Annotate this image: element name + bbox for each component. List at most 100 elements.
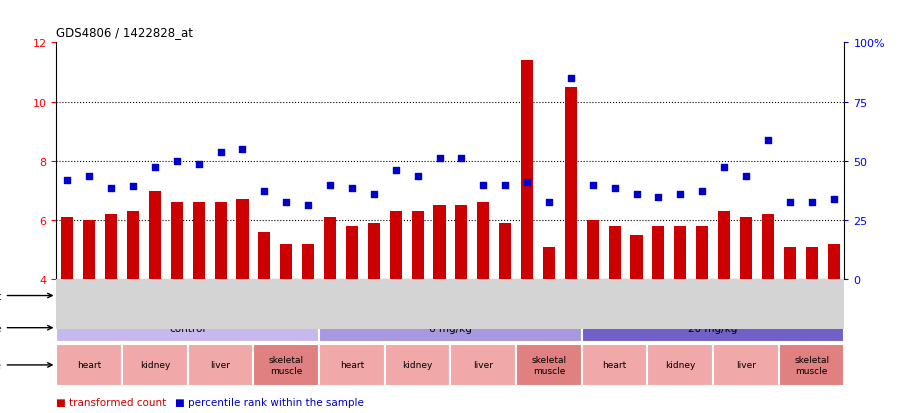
- Bar: [302, 244, 314, 280]
- Bar: [784, 247, 795, 280]
- Text: kidney: kidney: [140, 361, 170, 370]
- Bar: [171, 203, 183, 280]
- Text: 6 mg/kg: 6 mg/kg: [429, 323, 472, 333]
- Point: [498, 182, 512, 188]
- Point: [563, 76, 578, 82]
- Text: skeletal
muscle: skeletal muscle: [531, 355, 567, 375]
- Point: [432, 155, 447, 162]
- Bar: [83, 221, 96, 280]
- Point: [60, 178, 75, 184]
- Bar: [319, 313, 581, 343]
- Bar: [319, 344, 385, 386]
- Bar: [762, 215, 774, 280]
- Point: [695, 188, 710, 195]
- Bar: [674, 227, 686, 280]
- Point: [607, 185, 622, 192]
- Bar: [193, 203, 205, 280]
- Point: [541, 199, 556, 206]
- Text: 20 mg/kg: 20 mg/kg: [689, 323, 738, 333]
- Bar: [56, 281, 319, 311]
- Text: kidney: kidney: [402, 361, 433, 370]
- Point: [258, 188, 272, 195]
- Text: liver: liver: [736, 361, 756, 370]
- Point: [476, 182, 490, 188]
- Point: [323, 182, 338, 188]
- Point: [520, 179, 534, 185]
- Bar: [565, 88, 577, 280]
- Point: [454, 155, 469, 162]
- Bar: [433, 206, 446, 280]
- Point: [191, 161, 206, 168]
- Bar: [652, 227, 664, 280]
- Bar: [455, 206, 468, 280]
- Bar: [346, 227, 358, 280]
- Bar: [237, 200, 248, 280]
- Bar: [805, 247, 818, 280]
- Text: liver: liver: [473, 361, 493, 370]
- Text: PPM-201: PPM-201: [560, 291, 604, 301]
- Bar: [477, 203, 490, 280]
- Point: [652, 194, 666, 200]
- Point: [389, 167, 403, 174]
- Text: skeletal
muscle: skeletal muscle: [268, 355, 304, 375]
- Point: [301, 203, 316, 209]
- Point: [104, 185, 118, 192]
- Text: tissue: tissue: [0, 360, 52, 370]
- Point: [673, 191, 688, 197]
- Bar: [122, 344, 187, 386]
- Bar: [106, 215, 117, 280]
- Bar: [500, 223, 511, 280]
- Text: heart: heart: [339, 361, 364, 370]
- Bar: [648, 344, 713, 386]
- Point: [213, 150, 228, 156]
- Bar: [740, 218, 752, 280]
- Bar: [187, 344, 253, 386]
- Bar: [258, 233, 270, 280]
- Text: dose: dose: [0, 323, 52, 333]
- Point: [717, 164, 732, 171]
- Text: heart: heart: [77, 361, 101, 370]
- Bar: [56, 313, 319, 343]
- Text: skeletal
muscle: skeletal muscle: [794, 355, 829, 375]
- Text: kidney: kidney: [665, 361, 695, 370]
- Bar: [368, 223, 379, 280]
- Point: [235, 147, 249, 153]
- Text: vehicle: vehicle: [169, 291, 207, 301]
- Bar: [696, 227, 708, 280]
- Text: ■ transformed count: ■ transformed count: [56, 397, 167, 407]
- Bar: [450, 344, 516, 386]
- Bar: [718, 212, 730, 280]
- Bar: [56, 280, 844, 329]
- Point: [739, 173, 753, 180]
- Point: [82, 173, 96, 180]
- Bar: [631, 235, 642, 280]
- Point: [629, 191, 643, 197]
- Bar: [779, 344, 844, 386]
- Point: [783, 199, 797, 206]
- Bar: [587, 221, 599, 280]
- Text: heart: heart: [602, 361, 627, 370]
- Point: [826, 197, 841, 203]
- Bar: [581, 313, 844, 343]
- Point: [410, 173, 425, 180]
- Bar: [61, 218, 74, 280]
- Bar: [149, 191, 161, 280]
- Bar: [127, 212, 139, 280]
- Point: [169, 158, 184, 165]
- Bar: [215, 203, 227, 280]
- Bar: [324, 218, 336, 280]
- Bar: [411, 212, 424, 280]
- Bar: [385, 344, 450, 386]
- Point: [367, 191, 381, 197]
- Bar: [827, 244, 840, 280]
- Bar: [516, 344, 581, 386]
- Bar: [581, 344, 648, 386]
- Point: [804, 199, 819, 206]
- Point: [126, 183, 140, 190]
- Text: ■ percentile rank within the sample: ■ percentile rank within the sample: [175, 397, 364, 407]
- Text: control: control: [169, 323, 206, 333]
- Text: GDS4806 / 1422828_at: GDS4806 / 1422828_at: [56, 26, 194, 39]
- Bar: [713, 344, 779, 386]
- Bar: [56, 344, 122, 386]
- Bar: [389, 212, 401, 280]
